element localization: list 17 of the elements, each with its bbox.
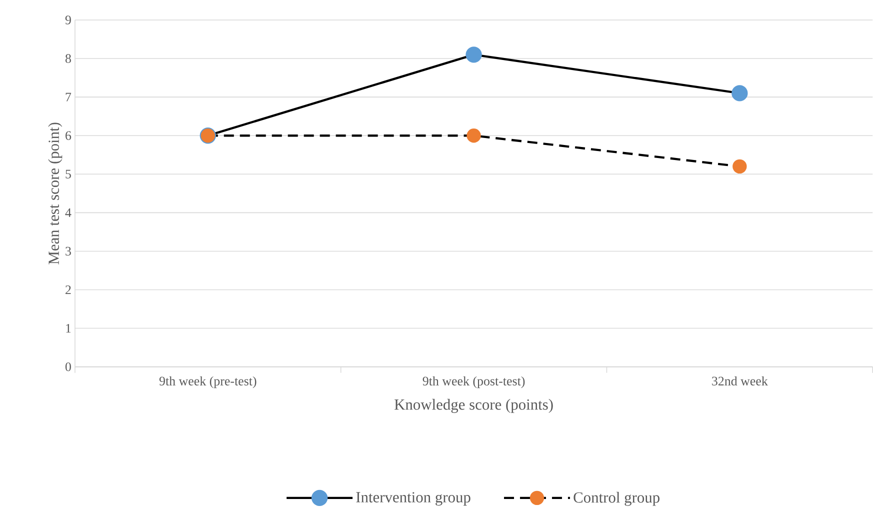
legend-label: Control group bbox=[574, 492, 660, 506]
x-axis-title: Knowledge score (points) bbox=[394, 399, 553, 414]
y-axis-title: Mean test score (point) bbox=[48, 122, 62, 264]
y-tick-label: 5 bbox=[66, 170, 71, 179]
y-tick-label: 1 bbox=[66, 324, 71, 333]
y-tick-label: 2 bbox=[66, 286, 71, 294]
x-tick-label: 32nd week bbox=[712, 376, 768, 386]
y-tick-label: 7 bbox=[66, 92, 72, 102]
y-tick-label: 6 bbox=[66, 131, 72, 140]
y-tick-label: 9 bbox=[65, 16, 71, 24]
y-tick-label: 4 bbox=[65, 208, 72, 218]
y-tick-label: 3 bbox=[66, 246, 71, 256]
x-tick-label: 9th week (pre-test) bbox=[159, 376, 256, 388]
y-tick-label: 0 bbox=[65, 362, 71, 372]
legend-label: Intervention group bbox=[356, 492, 470, 506]
x-tick-label: 9th week (post-test) bbox=[422, 376, 525, 388]
y-tick-label: 8 bbox=[65, 54, 71, 64]
